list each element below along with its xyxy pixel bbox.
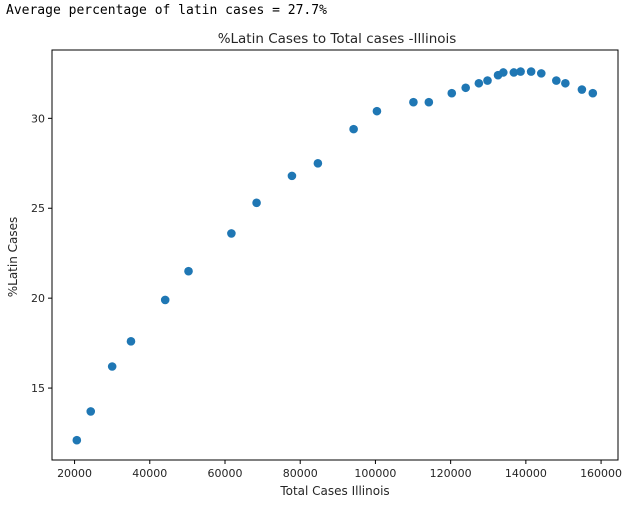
data-point (536, 69, 546, 78)
x-tick-label: 80000 (283, 467, 318, 480)
y-tick-label: 15 (31, 382, 45, 395)
plot-area (51, 49, 619, 461)
data-point (252, 198, 261, 208)
data-point (509, 68, 519, 77)
data-point (86, 407, 96, 416)
data-point (160, 295, 170, 305)
y-axis: 15 20 25 30 (31, 112, 52, 395)
data-point (227, 229, 236, 238)
data-point (498, 68, 508, 77)
data-point (287, 171, 297, 181)
x-tick-label: 40000 (132, 467, 167, 480)
chart-title: %Latin Cases to Total cases -Illinois (218, 31, 457, 47)
data-points (72, 67, 598, 445)
data-point (107, 362, 117, 371)
cell-output-text: Average percentage of latin cases = 27.7… (6, 3, 327, 18)
data-point (552, 76, 561, 85)
x-tick-label: 140000 (505, 467, 547, 480)
x-axis: 20000 40000 60000 80000 100000 120000 140000 16… (57, 460, 622, 480)
x-tick-label: 20000 (57, 467, 92, 480)
x-tick-label: 120000 (430, 467, 472, 480)
data-point (349, 124, 358, 134)
data-point (372, 106, 382, 116)
data-point (72, 435, 82, 445)
x-tick-label: 60000 (207, 467, 242, 480)
data-point (577, 85, 587, 94)
data-point (516, 67, 525, 76)
data-point (313, 158, 323, 168)
data-point (483, 76, 492, 85)
x-axis-label: Total Cases Illinois (279, 484, 389, 498)
data-point (126, 337, 136, 346)
data-point (526, 67, 536, 76)
y-axis-label: %Latin Cases (6, 217, 20, 298)
data-point (588, 88, 598, 98)
data-point (561, 78, 570, 88)
data-point (461, 83, 470, 93)
y-tick-label: 20 (31, 292, 45, 305)
data-point (474, 78, 484, 88)
data-point (184, 266, 193, 276)
y-tick-label: 30 (31, 112, 45, 125)
data-point (424, 97, 434, 107)
x-tick-label: 100000 (354, 467, 396, 480)
data-point (447, 88, 457, 98)
x-tick-label: 160000 (580, 467, 622, 480)
data-point (409, 97, 418, 107)
y-tick-label: 25 (31, 202, 45, 215)
